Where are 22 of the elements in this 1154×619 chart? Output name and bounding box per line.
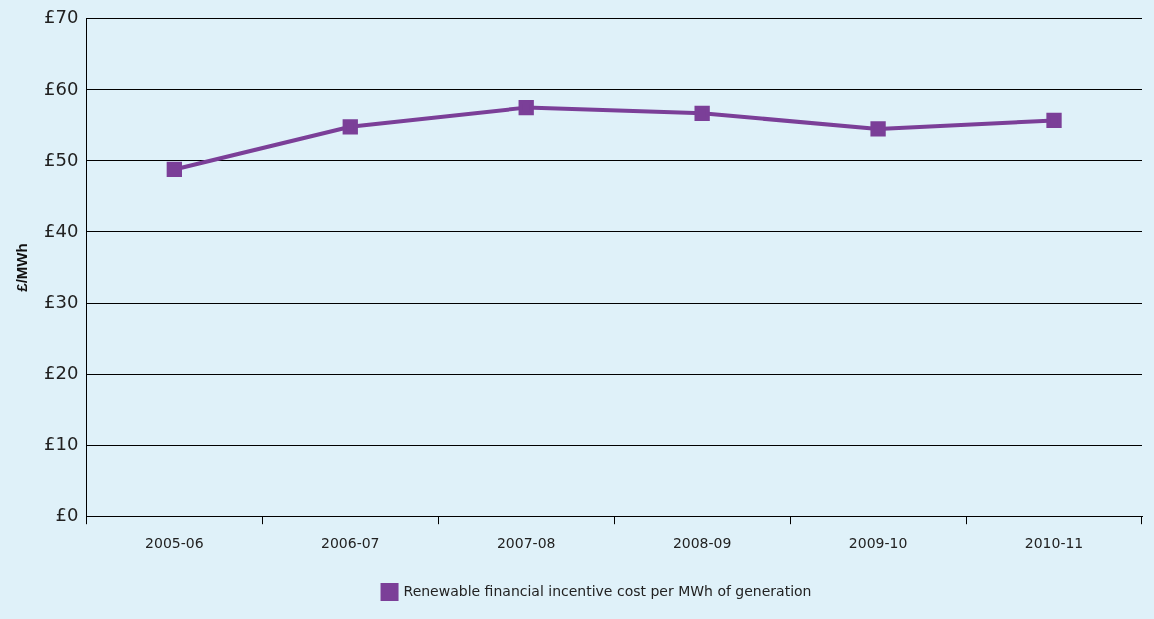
y-tick-label: £10: [44, 432, 79, 454]
x-tick-label: 2008-09: [672, 535, 732, 552]
y-tick-label: £40: [44, 219, 79, 241]
point: [694, 105, 710, 121]
x-tick-label: 2006-07: [321, 535, 380, 552]
y-tick-label: £60: [44, 77, 79, 99]
x-tick-label: 2009-10: [848, 535, 908, 552]
point: [342, 119, 358, 135]
y-tick-label: £20: [44, 361, 79, 383]
x-tick-label: 2005-06: [145, 535, 204, 552]
point: [166, 161, 182, 178]
x-tick-label: 2007-08: [496, 535, 556, 552]
y-tick-label: £70: [44, 6, 79, 28]
point: [518, 99, 534, 116]
point: [870, 121, 886, 137]
point: [1046, 112, 1062, 129]
y-axis-title: £/MWh: [13, 243, 31, 292]
x-tick-label: 2010-11: [1024, 535, 1084, 552]
y-tick-label: £0: [55, 503, 79, 525]
legend-label: Renewable financial incentive cost per MWh of generation: [403, 582, 812, 599]
y-tick-label: £30: [44, 290, 79, 312]
y-tick-label: £50: [44, 148, 79, 170]
